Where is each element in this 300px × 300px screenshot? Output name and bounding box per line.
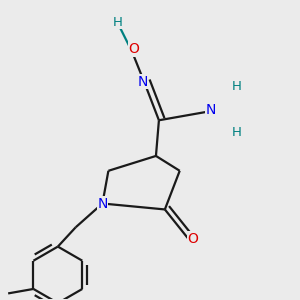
Text: N: N [97,196,108,211]
Text: H: H [112,16,122,29]
Text: O: O [188,232,199,246]
Text: O: O [128,42,139,56]
Text: H: H [231,80,241,93]
Text: N: N [137,75,148,88]
Text: H: H [231,126,241,139]
Text: N: N [206,103,216,117]
